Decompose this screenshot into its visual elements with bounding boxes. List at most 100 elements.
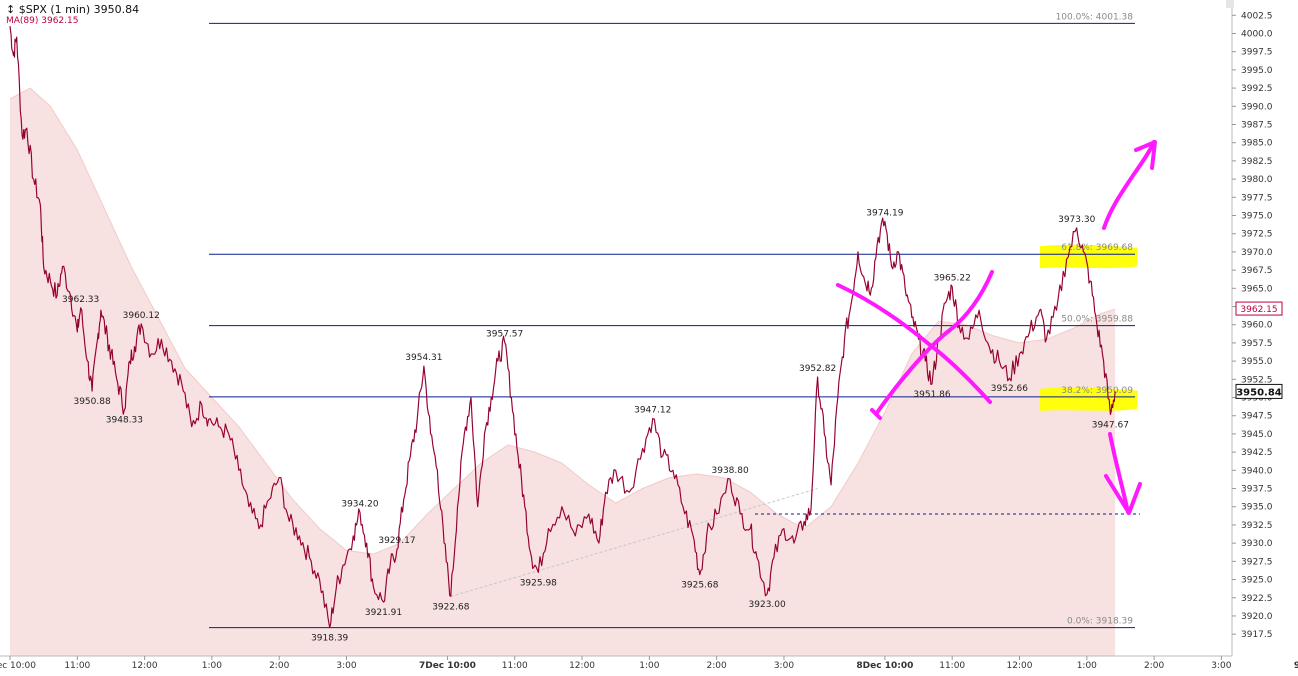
y-tick-label: 3960.0: [1241, 321, 1273, 331]
x-tick-label: 3:00: [774, 661, 794, 671]
fib-level-label: 38.2%: 3950.09: [1061, 386, 1133, 396]
x-tick-label: 12:00: [1007, 661, 1033, 671]
annotation-x-tail: [870, 408, 882, 420]
price-label: 3921.91: [365, 608, 402, 618]
x-tick-label: 1:00: [1077, 661, 1097, 671]
symbol-title: ↕ $SPX (1 min) 3950.84: [6, 3, 140, 16]
y-tick-label: 3997.5: [1241, 48, 1273, 58]
price-label: 3952.66: [991, 384, 1028, 394]
y-tick-label: 3952.5: [1241, 375, 1273, 385]
price-label: 3918.39: [311, 634, 348, 644]
y-tick-label: 3965.0: [1241, 284, 1273, 294]
x-tick-label: 11:00: [502, 661, 528, 671]
y-tick-label: 3992.5: [1241, 84, 1273, 94]
y-tick-label: 3980.0: [1241, 175, 1273, 185]
y-tick-label: 3957.5: [1241, 339, 1273, 349]
y-tick-label: 3970.0: [1241, 248, 1273, 258]
price-label: 3957.57: [486, 329, 523, 339]
y-tick-label: 3927.5: [1241, 557, 1273, 567]
y-tick-label: 3932.5: [1241, 521, 1273, 531]
price-label: 3947.12: [634, 405, 671, 415]
y-tick-label: 3975.0: [1241, 212, 1273, 222]
price-label: 3960.12: [123, 311, 160, 321]
x-tick-label: 1:00: [202, 661, 222, 671]
price-label: 3973.30: [1058, 215, 1095, 225]
annotation-down-arrow-head: [1104, 474, 1142, 515]
x-tick-label: 11:00: [939, 661, 965, 671]
y-tick-label: 3987.5: [1241, 120, 1273, 130]
price-label: 3962.33: [62, 295, 99, 305]
price-label: 3934.20: [341, 500, 378, 510]
price-label: 3938.80: [712, 466, 749, 476]
price-label: 3965.22: [934, 274, 971, 284]
price-label: 3925.98: [520, 578, 557, 588]
y-tick-label: 3930.0: [1241, 539, 1273, 549]
y-tick-label: 3922.5: [1241, 594, 1273, 604]
x-tick-label: 2:00: [1144, 661, 1164, 671]
y-tick-label: 3990.0: [1241, 102, 1273, 112]
annotation-up-arrow-head: [1134, 140, 1157, 170]
last-price-box: [1235, 383, 1283, 399]
ma-legend: MA(89) 3962.15: [6, 16, 79, 26]
corner-box: [1226, 0, 1234, 8]
price-label: 3947.67: [1092, 420, 1129, 430]
x-tick-label: 11:00: [64, 661, 90, 671]
fib-level-label: 50.0%: 3959.88: [1061, 315, 1133, 325]
price-label: 3948.33: [106, 416, 143, 426]
annotation-x-stroke-2: [874, 270, 994, 416]
y-tick-label: 3995.0: [1241, 66, 1273, 76]
x-tick-label: 9Dec 10:00: [1294, 661, 1298, 671]
chart-header: ↕ $SPX (1 min) 3950.84 MA(89) 3962.15: [6, 4, 139, 27]
price-label: 3951.86: [913, 390, 950, 400]
fib-highlight: [1040, 244, 1138, 269]
last-price-tag: 3950.84: [1236, 387, 1282, 398]
y-tick-label: 3985.0: [1241, 139, 1273, 149]
y-tick-label: 3935.0: [1241, 503, 1273, 513]
ma-line: [9, 87, 1116, 555]
fib-level-label: 61.8%: 3969.68: [1061, 243, 1133, 253]
y-tick-label: 3972.5: [1241, 230, 1273, 240]
x-tick-label: 6Dec 10:00: [0, 661, 36, 671]
y-tick-label: 3955.0: [1241, 357, 1273, 367]
y-tick-label: 3917.5: [1241, 630, 1273, 640]
x-tick-label: 12:00: [569, 661, 595, 671]
price-label: 3925.68: [681, 581, 718, 591]
annotation-x-stroke-1: [836, 283, 992, 404]
y-tick-label: 3967.5: [1241, 266, 1273, 276]
price-label: 3952.82: [799, 364, 836, 374]
price-label: 3954.31: [405, 353, 442, 363]
y-tick-label: 4000.0: [1241, 29, 1273, 39]
y-tick-label: 3925.0: [1241, 576, 1273, 586]
y-tick-label: 4002.5: [1241, 11, 1273, 21]
y-tick-label: 3942.5: [1241, 448, 1273, 458]
price-label: 3950.88: [73, 397, 110, 407]
y-tick-label: 3940.0: [1241, 466, 1273, 476]
y-tick-label: 3982.5: [1241, 157, 1273, 167]
x-tick-label: 1:00: [639, 661, 659, 671]
x-tick-label: 3:00: [336, 661, 356, 671]
x-tick-label: 8Dec 10:00: [856, 661, 913, 671]
trendline: [450, 488, 818, 597]
price-label: 3929.17: [378, 536, 415, 546]
y-tick-label: 3945.0: [1241, 430, 1273, 440]
x-tick-label: 3:00: [1211, 661, 1231, 671]
price-label: 3922.68: [432, 602, 469, 612]
y-tick-label: 3947.5: [1241, 412, 1273, 422]
ma-value-tag: 3962.15: [1240, 305, 1277, 315]
y-tick-label: 3977.5: [1241, 193, 1273, 203]
x-tick-label: 12:00: [132, 661, 158, 671]
y-tick-label: 3937.5: [1241, 485, 1273, 495]
y-tick-label: 3920.0: [1241, 612, 1273, 622]
fib-level-label: 100.0%: 4001.38: [1056, 12, 1134, 22]
fib-level-label: 0.0%: 3918.39: [1067, 617, 1133, 627]
annotation-down-arrow: [1108, 432, 1130, 514]
price-line-shadow: [9, 26, 1116, 628]
price-label: 3974.19: [866, 208, 903, 218]
x-tick-label: 2:00: [707, 661, 727, 671]
x-tick-label: 7Dec 10:00: [419, 661, 476, 671]
annotation-up-arrow: [1102, 140, 1156, 230]
price-label: 3923.00: [749, 600, 786, 610]
ma-area: [10, 88, 1116, 657]
